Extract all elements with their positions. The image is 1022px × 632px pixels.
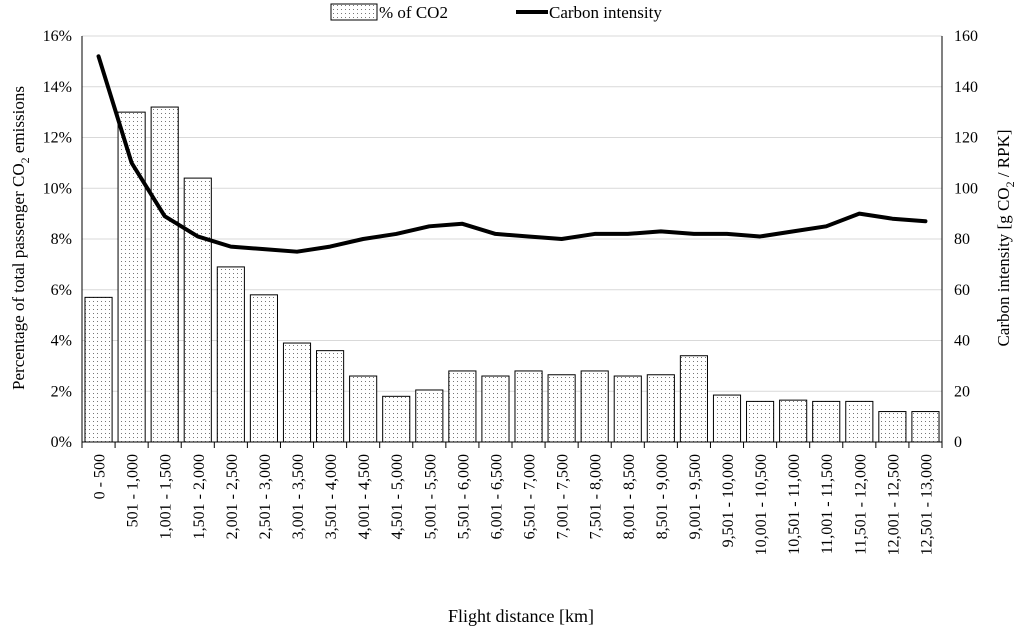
y-left-tick-label: 0% [51, 434, 72, 451]
bar [613, 375, 642, 443]
y-right-tick-label: 60 [954, 282, 970, 299]
y-right-tick-label: 40 [954, 333, 970, 350]
y-axis-title-left: Percentage of total passenger CO2 emissi… [9, 86, 32, 390]
y-left-tick-label: 6% [51, 282, 72, 299]
carbon-intensity-line [96, 54, 928, 254]
y-left-tick-label: 12% [43, 130, 72, 147]
y-axis-title-right: Carbon intensity [g CO2 / RPK] [994, 129, 1017, 346]
bar [547, 374, 576, 443]
x-category-label: 10,001 - 10,500 [753, 454, 770, 555]
legend-label-bar: % of CO2 [379, 3, 448, 22]
bar-series [84, 106, 940, 443]
y-right-tick-label: 120 [954, 130, 978, 147]
bar [779, 399, 808, 443]
legend-swatch-bar [330, 3, 378, 21]
bar [580, 370, 609, 443]
x-category-label: 0 - 500 [92, 454, 109, 499]
legend-label-line: Carbon intensity [549, 3, 662, 22]
bar [878, 411, 907, 443]
x-category-label: 10,501 - 11,000 [786, 454, 803, 555]
y-left-title-post: emissions [9, 86, 28, 157]
category-labels: 0 - 500 501 - 1,000 1,001 - 1,500 1,501 - 2… [92, 454, 936, 555]
x-category-label: 5,001 - 5,500 [422, 454, 439, 539]
legend: % of CO2 Carbon intensity [330, 3, 662, 22]
y-right-tick-label: 80 [954, 231, 970, 248]
y-left-tick-label: 16% [43, 28, 72, 45]
x-category-label: 11,001 - 11,500 [819, 454, 836, 554]
y-right-title-pre: Carbon intensity [g CO [994, 187, 1013, 346]
x-category-label: 6,001 - 6,500 [488, 454, 505, 539]
y-left-title-sub: 2 [18, 157, 32, 163]
bar [117, 111, 146, 443]
bar [382, 395, 411, 443]
bar [249, 294, 278, 443]
y-left-tick-label: 2% [51, 383, 72, 400]
y-left-tick-label: 14% [43, 79, 72, 96]
bar [216, 266, 245, 443]
x-category-label: 4,001 - 4,500 [356, 454, 373, 539]
x-category-label: 3,501 - 4,000 [323, 454, 340, 539]
bar [646, 374, 675, 443]
left-tick-labels: 0% 2% 4% 6% 8% 10% 12% 14% 16% [43, 28, 72, 451]
x-category-label: 1,501 - 2,000 [191, 454, 208, 539]
y-left-tick-label: 10% [43, 180, 72, 197]
y-right-title-post: / RPK] [994, 129, 1013, 181]
x-category-label: 2,501 - 3,000 [257, 454, 274, 539]
bar [911, 411, 940, 443]
right-tick-labels: 0 20 40 60 80 100 120 140 160 [954, 28, 978, 451]
x-category-label: 1,001 - 1,500 [158, 454, 175, 539]
x-category-label: 12,001 - 12,500 [885, 454, 902, 555]
y-right-tick-label: 0 [954, 434, 962, 451]
bar [812, 400, 841, 443]
x-category-label: 2,001 - 2,500 [224, 454, 241, 539]
bar [481, 375, 510, 443]
x-category-label: 3,001 - 3,500 [290, 454, 307, 539]
x-category-label: 7,001 - 7,500 [555, 454, 572, 539]
bar [349, 375, 378, 443]
bar [84, 296, 113, 443]
y-right-tick-label: 100 [954, 180, 978, 197]
x-axis-title: Flight distance [km] [448, 606, 594, 626]
bar [679, 355, 708, 443]
bar [514, 370, 543, 443]
x-category-label: 6,501 - 7,000 [522, 454, 539, 539]
bar [183, 177, 212, 443]
y-left-tick-label: 4% [51, 333, 72, 350]
y-right-tick-label: 140 [954, 79, 978, 96]
bar [316, 350, 345, 443]
y-left-title-pre: Percentage of total passenger CO [9, 163, 28, 390]
x-category-label: 11,501 - 12,000 [852, 454, 869, 555]
x-category-label: 9,501 - 10,000 [720, 454, 737, 547]
bar [845, 400, 874, 443]
x-category-label: 9,001 - 9,500 [687, 454, 704, 539]
bar [746, 400, 775, 443]
x-category-label: 5,501 - 6,000 [455, 454, 472, 539]
bar [712, 394, 742, 443]
x-category-label: 4,501 - 5,000 [389, 454, 406, 539]
y-right-tick-label: 20 [954, 383, 970, 400]
line-series [96, 54, 928, 254]
x-category-label: 8,001 - 8,500 [621, 454, 638, 539]
x-category-label: 8,501 - 9,000 [654, 454, 671, 539]
bar [282, 342, 312, 443]
axes [81, 36, 943, 448]
bar [415, 389, 444, 443]
y-right-title-sub: 2 [1003, 181, 1017, 187]
bar [150, 106, 179, 443]
x-category-label: 12,501 - 13,000 [918, 454, 935, 555]
x-category-label: 7,501 - 8,000 [588, 454, 605, 539]
bar [448, 370, 477, 443]
y-left-tick-label: 8% [51, 231, 72, 248]
x-category-label: 501 - 1,000 [125, 454, 142, 527]
y-right-tick-label: 160 [954, 28, 978, 45]
